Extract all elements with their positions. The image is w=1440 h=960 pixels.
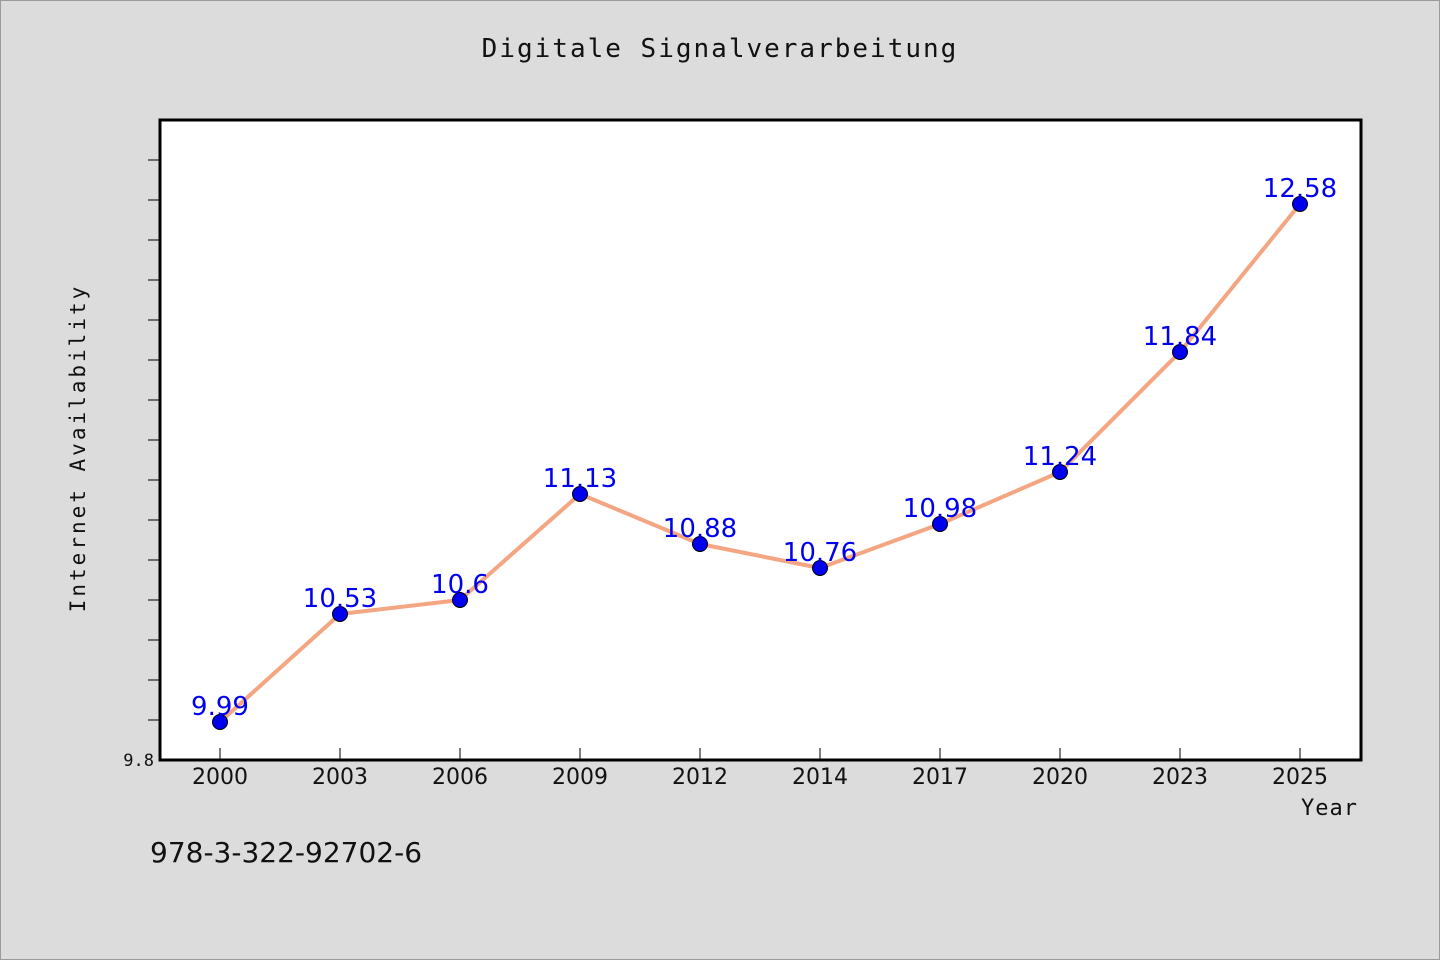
x-tick-label: 2025 <box>1272 765 1328 790</box>
x-tick-label: 2003 <box>312 765 368 790</box>
data-label: 11.84 <box>1143 322 1217 352</box>
x-tick-label: 2012 <box>672 765 728 790</box>
data-point <box>932 516 948 532</box>
x-tick-label: 2014 <box>792 765 848 790</box>
data-point <box>692 536 708 552</box>
data-point <box>1052 464 1068 480</box>
chart-title: Digitale Signalverarbeitung <box>481 34 959 64</box>
x-tick-label: 2000 <box>192 765 248 790</box>
data-point <box>812 560 828 576</box>
data-label: 10.98 <box>903 494 977 524</box>
x-axis-ticks: 2000 2003 2006 2009 2012 2014 2017 2020 2023 2025 <box>192 748 1328 790</box>
data-point <box>1172 344 1188 360</box>
x-tick-label: 2020 <box>1032 765 1088 790</box>
x-tick-label: 2009 <box>552 765 608 790</box>
x-tick-label: 2006 <box>432 765 488 790</box>
data-point <box>572 486 588 502</box>
data-label: 10.76 <box>783 538 857 568</box>
y-axis-ticks: 9.8 <box>123 159 160 771</box>
isbn-text: 978-3-322-92702-6 <box>150 836 423 869</box>
data-label: 12.58 <box>1263 174 1337 204</box>
x-tick-label: 2023 <box>1152 765 1208 790</box>
data-label: 10.88 <box>663 514 737 544</box>
data-point <box>212 714 228 730</box>
data-point <box>332 606 348 622</box>
data-label: 10.53 <box>303 584 377 614</box>
series-layer: 9.99 10.53 10.6 11.13 10.88 10.76 10.98 11.24 11… <box>191 174 1337 730</box>
y-tick-label: 9.8 <box>123 751 154 771</box>
series-line <box>218 202 1302 724</box>
data-label: 11.13 <box>543 464 617 494</box>
data-label: 11.24 <box>1023 442 1097 472</box>
data-point <box>452 592 468 608</box>
x-tick-label: 2017 <box>912 765 968 790</box>
plot-area <box>158 118 1363 762</box>
data-label: 10.6 <box>431 570 489 600</box>
x-axis-label: Year <box>1301 796 1358 821</box>
data-point <box>1292 196 1308 212</box>
data-label: 9.99 <box>191 692 249 722</box>
